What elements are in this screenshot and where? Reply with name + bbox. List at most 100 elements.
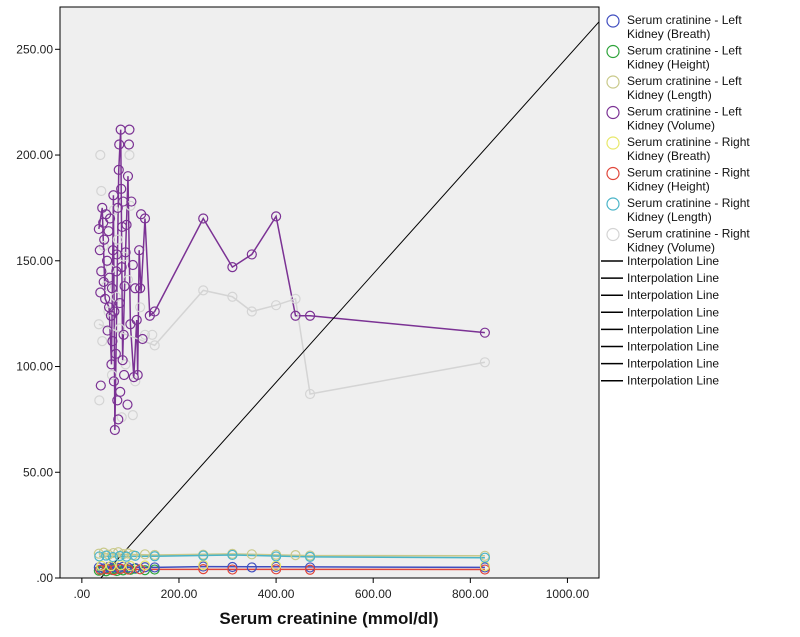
series-line-4 <box>98 129 485 430</box>
data-point <box>290 310 301 321</box>
data-point <box>149 562 160 573</box>
data-point <box>479 564 490 575</box>
data-point <box>94 551 105 562</box>
legend-label: Kidney (Length) <box>627 88 712 102</box>
legend-label: Interpolation Line <box>627 288 719 302</box>
data-point <box>227 564 238 575</box>
data-point <box>118 196 129 207</box>
series-line-7 <box>99 554 485 559</box>
data-point <box>127 410 138 421</box>
data-point <box>96 185 107 197</box>
data-point <box>95 149 106 161</box>
data-point <box>304 310 316 321</box>
data-point <box>130 283 141 294</box>
data-point <box>139 213 151 224</box>
data-point <box>108 547 119 559</box>
data-point <box>123 139 135 150</box>
legend-label: Kidney (Height) <box>627 58 710 72</box>
data-point <box>227 561 238 573</box>
data-point <box>132 369 143 381</box>
legend-marker <box>606 105 620 120</box>
data-point <box>108 376 120 387</box>
data-point <box>95 564 106 575</box>
y-axis: .00 50.00 100.00 150.00 200.00 250.00 <box>16 42 60 585</box>
y-tick-label: 150.00 <box>16 254 53 268</box>
data-point <box>479 327 490 338</box>
legend-label: Interpolation Line <box>627 322 719 336</box>
data-point <box>117 355 128 366</box>
data-point <box>107 336 118 347</box>
legend-marker <box>606 44 620 59</box>
data-point <box>108 190 119 201</box>
data-point <box>246 562 257 573</box>
data-point <box>109 424 120 436</box>
data-point <box>130 376 141 387</box>
legend-marker <box>606 14 620 28</box>
data-point <box>122 274 134 285</box>
legend-label: Serum cratinine - Right <box>627 227 750 241</box>
x-axis: .00 200.00 400.00 600.00 800.00 1000.00 <box>74 578 590 601</box>
y-tick-label: 50.00 <box>23 465 53 479</box>
legend-marker <box>606 166 620 181</box>
data-point <box>96 560 107 571</box>
data-point <box>106 369 118 381</box>
data-point <box>114 297 125 309</box>
legend-marker <box>606 227 620 242</box>
data-point <box>120 247 131 258</box>
data-point <box>290 550 301 561</box>
legend-label: Serum cratinine - Left <box>627 44 742 58</box>
x-tick-label: 1000.00 <box>546 587 590 601</box>
legend-label: Kidney (Volume) <box>627 241 715 255</box>
legend-label: Interpolation Line <box>627 254 719 268</box>
legend-label: Serum cratinine - Left <box>627 105 742 119</box>
data-point <box>104 213 116 224</box>
data-point <box>147 329 158 340</box>
legend-marker <box>606 75 620 89</box>
data-point <box>106 283 118 294</box>
data-point <box>304 564 316 575</box>
data-point <box>139 560 151 571</box>
data-point <box>103 226 114 237</box>
series-points <box>93 124 490 577</box>
data-point <box>246 306 257 317</box>
plot-area <box>60 7 599 578</box>
data-point <box>198 285 209 296</box>
legend-label: Serum cratinine - Left <box>627 74 742 88</box>
data-point <box>198 213 209 224</box>
x-tick-label: .00 <box>74 587 91 601</box>
legend-label: Interpolation Line <box>627 374 719 388</box>
data-point <box>119 281 130 292</box>
data-point <box>97 336 108 347</box>
legend-label: Serum cratinine - Right <box>627 196 750 210</box>
series-line-1 <box>98 565 485 569</box>
data-point <box>112 234 123 245</box>
data-point <box>102 325 113 336</box>
data-point <box>139 565 151 576</box>
data-point <box>121 219 132 230</box>
data-point <box>135 283 146 294</box>
data-point <box>93 319 104 330</box>
legend: Serum cratinine - Left Kidney (Breath) Ser… <box>601 13 750 388</box>
data-point <box>479 357 490 368</box>
data-point <box>95 287 106 298</box>
data-point <box>270 564 282 575</box>
data-point <box>198 550 209 561</box>
y-tick-label: 250.00 <box>16 42 53 56</box>
data-point <box>101 550 112 561</box>
data-point <box>304 551 316 562</box>
data-point <box>113 414 124 425</box>
data-point <box>246 549 257 560</box>
legend-marker <box>606 136 620 150</box>
legend-label: Kidney (Breath) <box>627 27 710 41</box>
plot-frame <box>59 6 600 579</box>
data-point <box>112 202 123 214</box>
x-tick-label: 400.00 <box>258 587 295 601</box>
legend-label: Interpolation Line <box>627 271 719 285</box>
legend-label: Interpolation Line <box>627 357 719 371</box>
data-point <box>246 249 257 260</box>
data-point <box>102 255 113 266</box>
data-point <box>304 388 316 400</box>
data-point <box>134 245 145 256</box>
data-point <box>130 550 141 561</box>
data-point <box>109 306 120 317</box>
